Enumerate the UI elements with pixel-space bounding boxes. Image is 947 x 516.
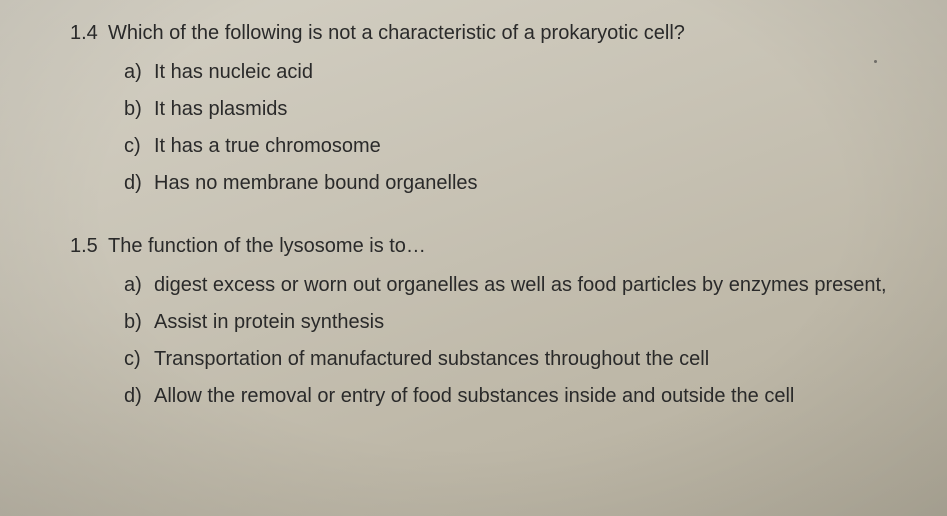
option-text: It has a true chromosome: [154, 131, 907, 162]
option-d: d) Allow the removal or entry of food su…: [124, 381, 907, 412]
option-text: Allow the removal or entry of food subst…: [154, 381, 907, 412]
option-letter: d): [124, 168, 154, 199]
option-b: b) It has plasmids: [124, 94, 907, 125]
option-c: c) It has a true chromosome: [124, 131, 907, 162]
question-stem: 1.5 The function of the lysosome is to…: [70, 231, 907, 262]
option-text: Has no membrane bound organelles: [154, 168, 907, 199]
question-stem: 1.4 Which of the following is not a char…: [70, 18, 907, 49]
option-text: Transportation of manufactured substance…: [154, 344, 907, 375]
question-1-4: 1.4 Which of the following is not a char…: [70, 18, 907, 199]
option-a: a) digest excess or worn out organelles …: [124, 270, 907, 301]
option-letter: d): [124, 381, 154, 412]
option-letter: c): [124, 344, 154, 375]
options-list: a) digest excess or worn out organelles …: [70, 270, 907, 412]
option-b: b) Assist in protein synthesis: [124, 307, 907, 338]
option-text: digest excess or worn out organelles as …: [154, 270, 907, 301]
option-letter: a): [124, 57, 154, 88]
exam-page: 1.4 Which of the following is not a char…: [0, 0, 947, 464]
question-number: 1.4: [70, 18, 108, 49]
question-number: 1.5: [70, 231, 108, 262]
option-text: It has nucleic acid: [154, 57, 907, 88]
option-c: c) Transportation of manufactured substa…: [124, 344, 907, 375]
option-letter: b): [124, 307, 154, 338]
question-1-5: 1.5 The function of the lysosome is to… …: [70, 231, 907, 412]
options-list: a) It has nucleic acid b) It has plasmid…: [70, 57, 907, 199]
option-letter: a): [124, 270, 154, 301]
option-d: d) Has no membrane bound organelles: [124, 168, 907, 199]
option-letter: b): [124, 94, 154, 125]
option-text: Assist in protein synthesis: [154, 307, 907, 338]
option-letter: c): [124, 131, 154, 162]
question-text: The function of the lysosome is to…: [108, 231, 907, 262]
speck-mark: [874, 60, 877, 63]
question-text: Which of the following is not a characte…: [108, 18, 907, 49]
option-text: It has plasmids: [154, 94, 907, 125]
option-a: a) It has nucleic acid: [124, 57, 907, 88]
